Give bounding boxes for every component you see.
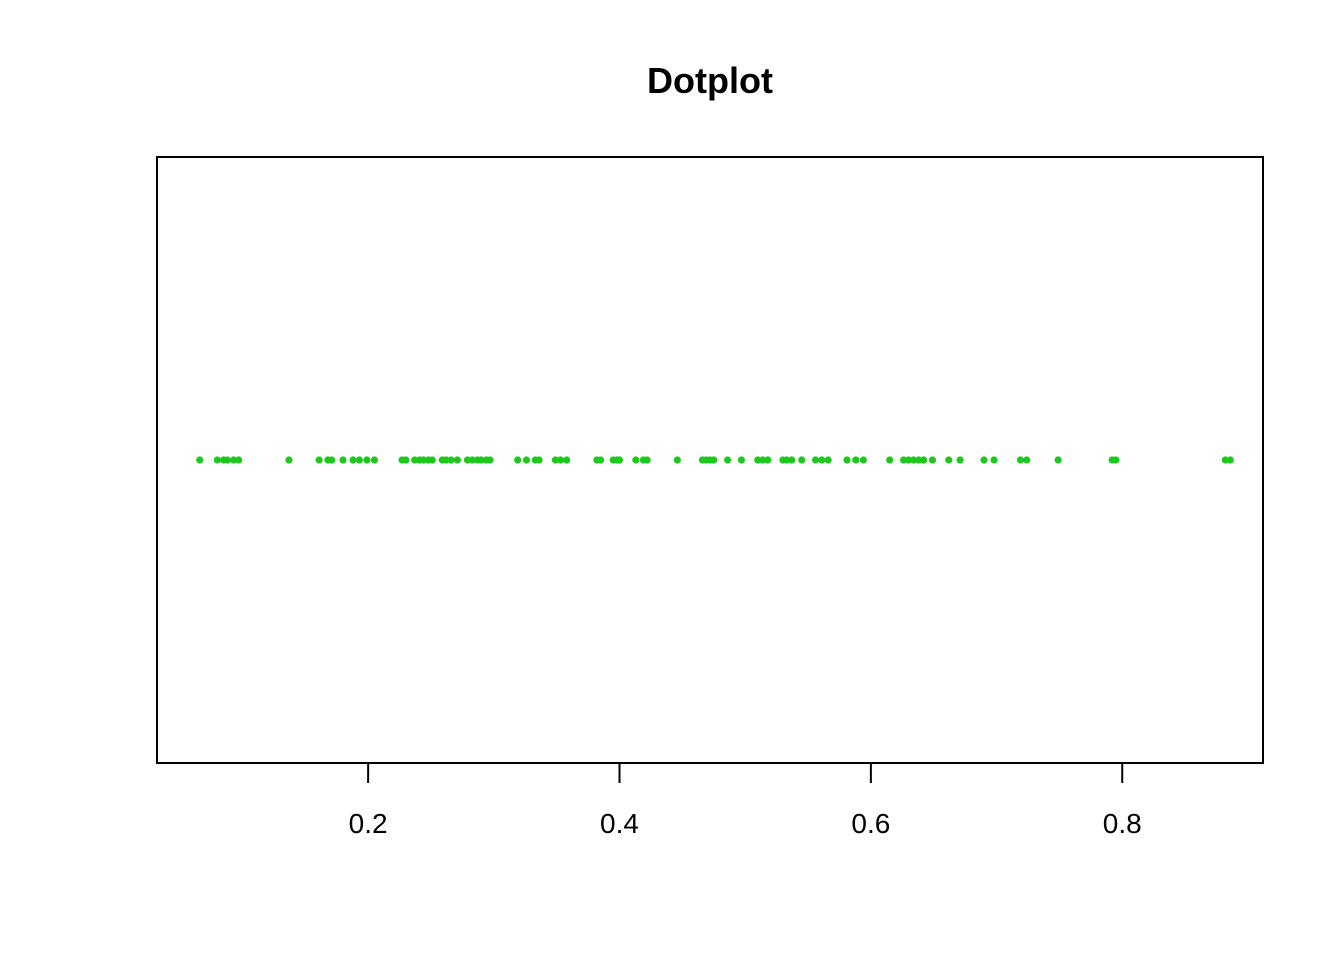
data-point	[852, 456, 860, 464]
data-point	[563, 456, 571, 464]
data-point	[522, 456, 531, 464]
data-point	[843, 456, 851, 464]
data-point	[453, 456, 461, 464]
data-point	[886, 456, 894, 464]
data-point	[928, 456, 937, 464]
data-point	[824, 456, 832, 464]
data-point	[1016, 456, 1025, 464]
data-point	[945, 456, 953, 464]
data-point	[363, 456, 371, 464]
data-point	[783, 456, 791, 464]
data-point	[551, 456, 560, 464]
data-point	[468, 456, 477, 464]
data-point	[910, 456, 918, 464]
data-point	[355, 456, 363, 464]
data-point	[370, 456, 379, 464]
data-point	[811, 456, 820, 464]
data-point	[1054, 456, 1062, 464]
data-point	[956, 456, 964, 464]
data-points	[196, 456, 1234, 464]
data-point	[213, 456, 221, 464]
data-point	[798, 456, 806, 464]
data-point	[904, 456, 913, 464]
data-point	[411, 456, 419, 464]
data-point	[788, 456, 796, 464]
data-point	[920, 456, 928, 464]
x-tick-label: 0.6	[851, 808, 890, 839]
data-point	[428, 456, 436, 464]
data-point	[723, 456, 732, 464]
chart-title: Dotplot	[647, 60, 773, 101]
data-point	[859, 456, 867, 464]
data-point	[673, 456, 681, 464]
data-point	[764, 456, 772, 464]
data-point	[514, 456, 522, 464]
data-point	[477, 456, 485, 464]
data-point	[328, 456, 336, 464]
x-tick-label: 0.4	[600, 808, 639, 839]
data-point	[285, 456, 293, 464]
plot-frame	[156, 156, 1264, 764]
data-point	[643, 456, 651, 464]
data-point	[1226, 456, 1234, 464]
data-point	[535, 456, 543, 464]
data-point	[447, 456, 455, 464]
data-point	[990, 456, 998, 464]
data-point	[915, 456, 923, 464]
data-point	[737, 456, 746, 464]
data-point	[349, 456, 357, 464]
data-point	[556, 456, 565, 464]
data-point	[1221, 456, 1229, 464]
data-point	[315, 456, 323, 464]
data-point	[196, 456, 204, 464]
data-point	[759, 456, 767, 464]
data-point	[463, 456, 472, 464]
data-point	[223, 456, 231, 464]
x-axis: 0.2 0.4 0.6 0.8	[349, 763, 1142, 839]
data-point	[486, 456, 494, 464]
data-point	[818, 456, 826, 464]
data-point	[980, 456, 988, 464]
data-point	[899, 456, 908, 464]
data-point	[597, 456, 605, 464]
data-point	[235, 456, 243, 464]
data-point	[402, 456, 410, 464]
data-point	[442, 456, 450, 464]
data-point	[615, 456, 624, 464]
data-point	[230, 456, 238, 464]
data-point	[710, 456, 718, 464]
data-point	[1023, 456, 1031, 464]
data-point	[1112, 456, 1120, 464]
x-tick-label: 0.2	[349, 808, 388, 839]
data-point	[754, 456, 762, 464]
data-point	[339, 456, 347, 464]
data-point	[419, 456, 428, 464]
data-point	[632, 456, 640, 464]
x-tick-label: 0.8	[1103, 808, 1142, 839]
